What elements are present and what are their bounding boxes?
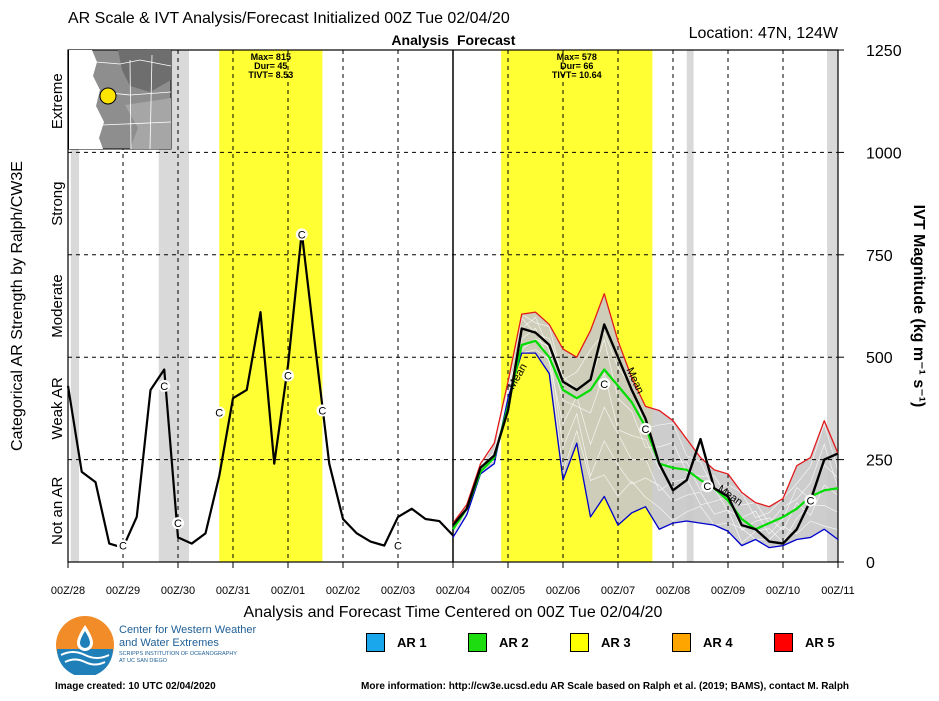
c-marker: C [394, 541, 402, 553]
category-label: Not an AR [49, 476, 66, 545]
y-tick-label: 250 [866, 453, 893, 470]
location-label: Location: 47N, 124W [689, 25, 839, 42]
y-tick-label: 750 [866, 248, 893, 265]
ar-event-duration: Dur= 66 [560, 61, 593, 71]
y-tick-label: 1000 [866, 145, 902, 162]
location-marker [99, 87, 117, 105]
c-marker-bg [117, 539, 129, 552]
ar-legend: AR 1 AR 2 AR 3 AR 4 AR 5 [366, 633, 876, 652]
forecast-label: Forecast [457, 32, 516, 48]
x-tick-label: 00Z/29 [106, 585, 140, 597]
x-tick-label: 00Z/10 [766, 585, 800, 597]
c-marker-bg [392, 539, 404, 552]
legend-item: AR 3 [570, 633, 672, 652]
logo-line-3: SCRIPPS INSTITUTION OF OCEANOGRAPHY [119, 651, 237, 657]
c-marker: C [215, 407, 223, 419]
ar-event-max: Max= 815 [251, 52, 291, 62]
logo-line-2: and Water Extremes [119, 637, 219, 649]
series-line-max-member [452, 293, 839, 524]
ensemble-member-line [452, 317, 839, 524]
x-tick-label: 00Z/28 [51, 585, 85, 597]
x-tick-label: 00Z/08 [656, 585, 690, 597]
c-marker-bg [804, 494, 817, 507]
x-axis-title: Analysis and Forecast Time Centered on 0… [244, 604, 663, 621]
c-marker-bg [172, 517, 184, 530]
x-tick-label: 00Z/05 [491, 585, 525, 597]
x-tick-label: 00Z/07 [601, 585, 635, 597]
gray-band [827, 50, 838, 562]
c-marker: C [703, 481, 711, 493]
category-label: Extreme [49, 73, 66, 129]
ar-event-duration: Dur= 45 [254, 61, 287, 71]
legend-label: AR 4 [703, 635, 733, 650]
x-tick-label: 00Z/03 [381, 585, 415, 597]
legend-item: AR 4 [672, 633, 774, 652]
c-marker: C [642, 424, 650, 436]
legend-label: AR 2 [499, 635, 529, 650]
footer-info: More information: http://cw3e.ucsd.edu A… [361, 681, 850, 692]
y-tick-label: 0 [866, 555, 875, 572]
c-marker-bg [282, 369, 294, 382]
logo-line-4: AT UC SAN DIEGO [119, 658, 168, 664]
series-line-analysis [66, 231, 454, 549]
gray-band [686, 50, 694, 562]
legend-swatch-ar1 [366, 633, 385, 652]
y-tick-label: 1250 [866, 43, 902, 60]
footer-created: Image created: 10 UTC 02/04/2020 [55, 681, 216, 692]
c-marker-bg [158, 379, 171, 392]
cw3e-logo [55, 615, 115, 677]
c-marker-bg [316, 404, 329, 417]
series-line-ensemble-mean [452, 323, 839, 545]
legend-swatch-ar2 [468, 633, 487, 652]
c-marker-bg [213, 406, 226, 419]
x-tick-label: 00Z/09 [711, 585, 745, 597]
legend-item: AR 5 [774, 633, 876, 652]
legend-label: AR 5 [805, 635, 835, 650]
c-marker: C [284, 371, 292, 383]
c-marker-bg [701, 480, 714, 493]
legend-item: AR 2 [468, 633, 570, 652]
c-marker: C [298, 229, 306, 241]
ar-event-max: Max= 578 [557, 52, 597, 62]
c-marker-bg [295, 228, 308, 241]
c-marker: C [807, 496, 815, 508]
chart-title: AR Scale & IVT Analysis/Forecast Initial… [68, 10, 510, 27]
c-marker: C [174, 518, 182, 530]
x-tick-label: 00Z/04 [436, 585, 470, 597]
category-label: Moderate [49, 274, 66, 337]
c-marker-bg [598, 377, 611, 390]
c-marker: C [119, 541, 127, 553]
ar-event-tivt: TIVT= 8.53 [248, 70, 293, 80]
ar-event-band [219, 50, 323, 562]
c-marker: C [600, 379, 608, 391]
x-tick-label: 00Z/30 [161, 585, 195, 597]
ar-event-tivt: TIVT= 10.64 [552, 70, 602, 80]
legend-swatch-ar4 [672, 633, 691, 652]
analysis-label: Analysis [391, 32, 449, 48]
x-tick-label: 00Z/06 [546, 585, 580, 597]
x-tick-label: 00Z/01 [271, 585, 305, 597]
legend-label: AR 3 [601, 635, 631, 650]
category-label: Strong [49, 181, 66, 225]
legend-swatch-ar3 [570, 633, 589, 652]
category-label: Weak AR [49, 377, 66, 439]
legend-swatch-ar5 [774, 633, 793, 652]
x-tick-label: 00Z/31 [216, 585, 250, 597]
c-marker: C [318, 405, 326, 417]
x-tick-label: 00Z/02 [326, 585, 360, 597]
legend-label: AR 1 [397, 635, 427, 650]
gray-band [70, 50, 79, 562]
cw3e-logo-icon [56, 616, 114, 677]
left-axis-title: Categorical AR Strength by Ralph/CW3E [9, 161, 26, 451]
logo-line-1: Center for Western Weather [119, 624, 257, 636]
x-tick-label: 00Z/11 [821, 585, 854, 597]
y-tick-label: 500 [866, 350, 893, 367]
c-marker-bg [639, 422, 652, 435]
c-marker: C [160, 381, 168, 393]
right-axis-title: IVT Magnitude (kg m⁻¹ s⁻¹) [910, 205, 927, 408]
legend-item: AR 1 [366, 633, 468, 652]
location-map-inset [68, 49, 172, 150]
